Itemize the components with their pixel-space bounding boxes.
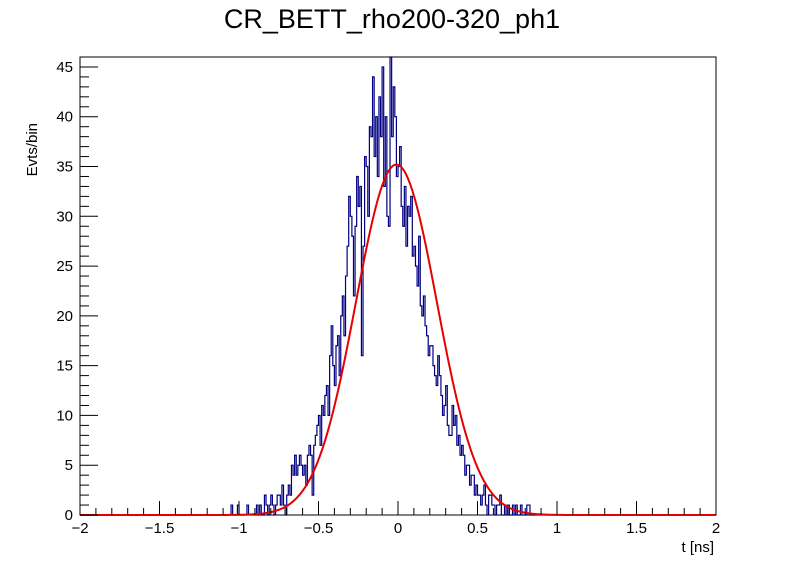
y-tick-label: 0 xyxy=(65,507,73,524)
x-axis-label: t [ns] xyxy=(681,539,714,556)
y-tick-label: 20 xyxy=(56,308,73,325)
y-tick-label: 15 xyxy=(56,358,73,375)
x-tick-label: 1 xyxy=(553,520,561,537)
y-tick-label: 5 xyxy=(65,457,73,474)
y-tick-label: 40 xyxy=(56,109,73,126)
y-tick-label: 45 xyxy=(56,59,73,76)
y-axis: 0 5 10 15 20 25 30 35 40 45 xyxy=(56,56,98,524)
x-tick-label: 2 xyxy=(712,520,720,537)
x-tick-label: 0 xyxy=(394,520,402,537)
histogram-series xyxy=(80,56,716,516)
x-tick-label: −1 xyxy=(230,520,247,537)
x-tick-label: −2 xyxy=(71,520,88,537)
x-tick-label: −0.5 xyxy=(304,520,334,537)
y-axis-label: Evts/bin xyxy=(24,123,41,176)
plot-frame xyxy=(79,56,717,516)
chart-title: CR_BETT_rho200-320_ph1 xyxy=(224,4,560,34)
x-axis: −2 −1.5 −1 −0.5 0 0.5 1 1.5 2 xyxy=(71,501,720,537)
histogram-group xyxy=(80,56,716,516)
gaussian-fit-line xyxy=(80,163,716,516)
y-tick-label: 35 xyxy=(56,159,73,176)
y-tick-label: 30 xyxy=(56,208,73,225)
x-tick-label: 0.5 xyxy=(467,520,488,537)
y-tick-label: 25 xyxy=(56,258,73,275)
x-tick-label: 1.5 xyxy=(626,520,647,537)
fit-group xyxy=(80,163,716,516)
y-tick-label: 10 xyxy=(56,407,73,424)
x-tick-label: −1.5 xyxy=(145,520,175,537)
